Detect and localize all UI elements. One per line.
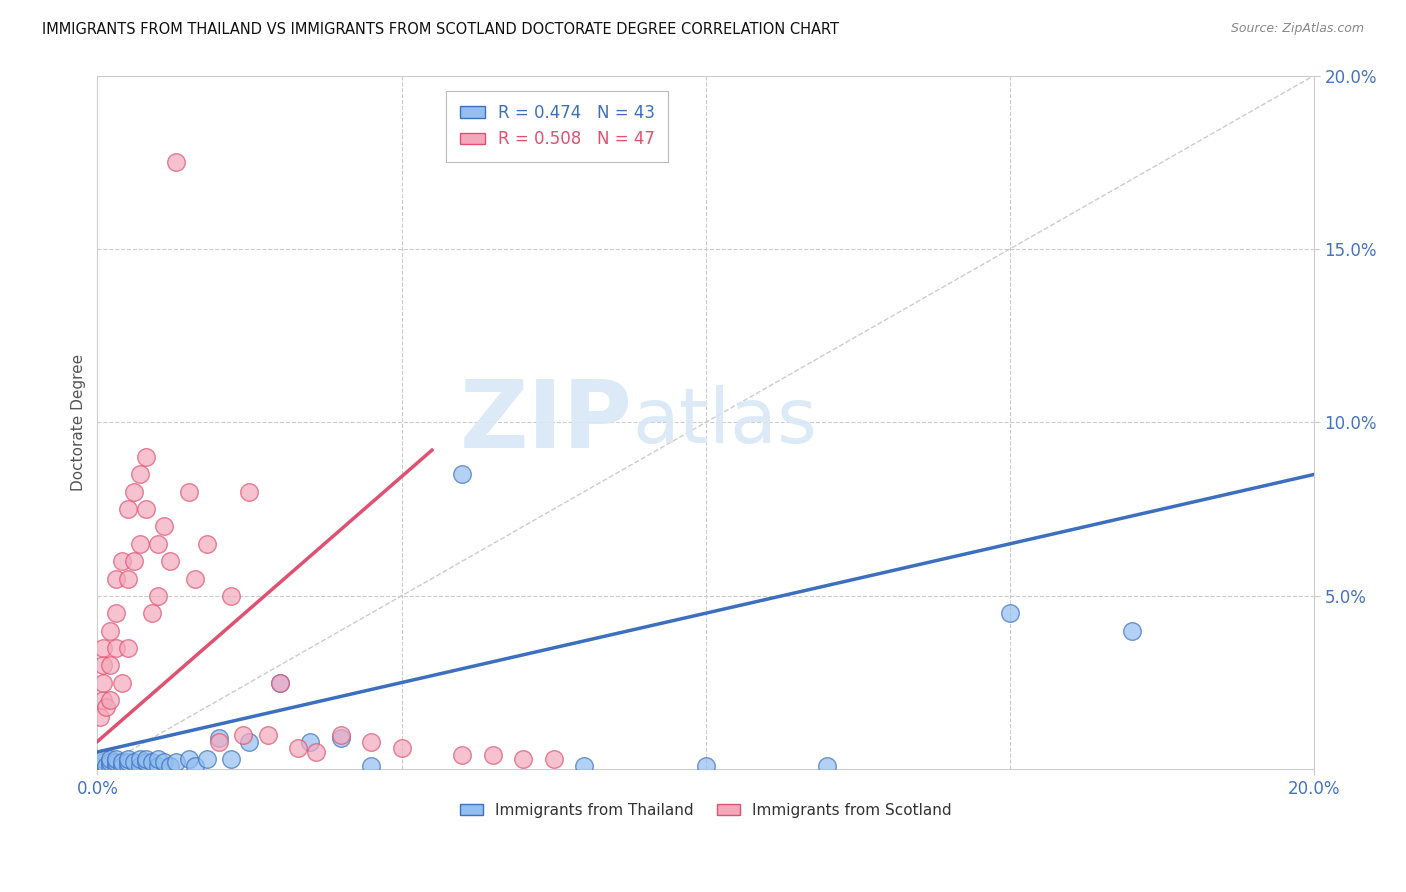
Point [93, 756, 115, 770]
Point [329, 731, 352, 745]
Point [451, 748, 474, 763]
Point [104, 606, 127, 620]
Point [111, 675, 134, 690]
Point [177, 752, 200, 766]
Point [360, 734, 382, 748]
Point [111, 554, 134, 568]
Point [208, 734, 231, 748]
Point [998, 606, 1021, 620]
Point [360, 759, 382, 773]
Point [232, 728, 254, 742]
Point [104, 759, 127, 773]
Point [111, 759, 134, 773]
Point [219, 589, 242, 603]
Point [117, 572, 139, 586]
Point [93, 675, 115, 690]
Point [98, 693, 121, 707]
Point [96, 759, 118, 773]
Point [135, 450, 157, 464]
Point [135, 756, 157, 770]
Point [329, 728, 352, 742]
Point [165, 155, 187, 169]
Point [104, 572, 127, 586]
Point [89, 710, 111, 724]
Point [148, 752, 170, 766]
Point [1121, 624, 1143, 638]
Point [195, 752, 218, 766]
Point [117, 756, 139, 770]
Point [159, 759, 181, 773]
Point [98, 658, 121, 673]
Point [512, 752, 534, 766]
Legend: Immigrants from Thailand, Immigrants from Scotland: Immigrants from Thailand, Immigrants fro… [454, 797, 957, 824]
Text: ZIP: ZIP [460, 376, 633, 468]
Text: IMMIGRANTS FROM THAILAND VS IMMIGRANTS FROM SCOTLAND DOCTORATE DEGREE CORRELATIO: IMMIGRANTS FROM THAILAND VS IMMIGRANTS F… [42, 22, 839, 37]
Point [135, 502, 157, 516]
Point [305, 745, 328, 759]
Point [129, 759, 152, 773]
Point [93, 693, 115, 707]
Point [104, 756, 127, 770]
Point [148, 537, 170, 551]
Point [269, 675, 291, 690]
Point [208, 731, 231, 745]
Point [104, 640, 127, 655]
Point [695, 759, 717, 773]
Point [129, 752, 152, 766]
Point [572, 759, 595, 773]
Point [153, 519, 176, 533]
Point [148, 759, 170, 773]
Point [256, 728, 278, 742]
Point [183, 572, 205, 586]
Text: Source: ZipAtlas.com: Source: ZipAtlas.com [1230, 22, 1364, 36]
Point [183, 759, 205, 773]
Point [98, 759, 121, 773]
Point [269, 675, 291, 690]
Point [815, 759, 838, 773]
Point [159, 554, 181, 568]
Point [89, 759, 111, 773]
Point [299, 734, 322, 748]
Point [481, 748, 503, 763]
Point [96, 699, 118, 714]
Point [287, 741, 309, 756]
Point [93, 658, 115, 673]
Y-axis label: Doctorate Degree: Doctorate Degree [72, 354, 86, 491]
Point [177, 484, 200, 499]
Point [141, 606, 163, 620]
Point [122, 554, 145, 568]
Point [98, 756, 121, 770]
Point [122, 484, 145, 499]
Point [238, 484, 260, 499]
Text: atlas: atlas [633, 385, 817, 459]
Point [451, 467, 474, 482]
Point [98, 624, 121, 638]
Point [135, 752, 157, 766]
Point [238, 734, 260, 748]
Point [122, 756, 145, 770]
Point [117, 759, 139, 773]
Point [165, 756, 187, 770]
Point [93, 759, 115, 773]
Point [93, 640, 115, 655]
Point [117, 502, 139, 516]
Point [148, 589, 170, 603]
Point [195, 537, 218, 551]
Point [93, 752, 115, 766]
Point [141, 756, 163, 770]
Point [219, 752, 242, 766]
Point [117, 752, 139, 766]
Point [153, 756, 176, 770]
Point [129, 537, 152, 551]
Point [111, 756, 134, 770]
Point [391, 741, 413, 756]
Point [117, 640, 139, 655]
Point [129, 467, 152, 482]
Point [98, 752, 121, 766]
Point [104, 752, 127, 766]
Point [543, 752, 565, 766]
